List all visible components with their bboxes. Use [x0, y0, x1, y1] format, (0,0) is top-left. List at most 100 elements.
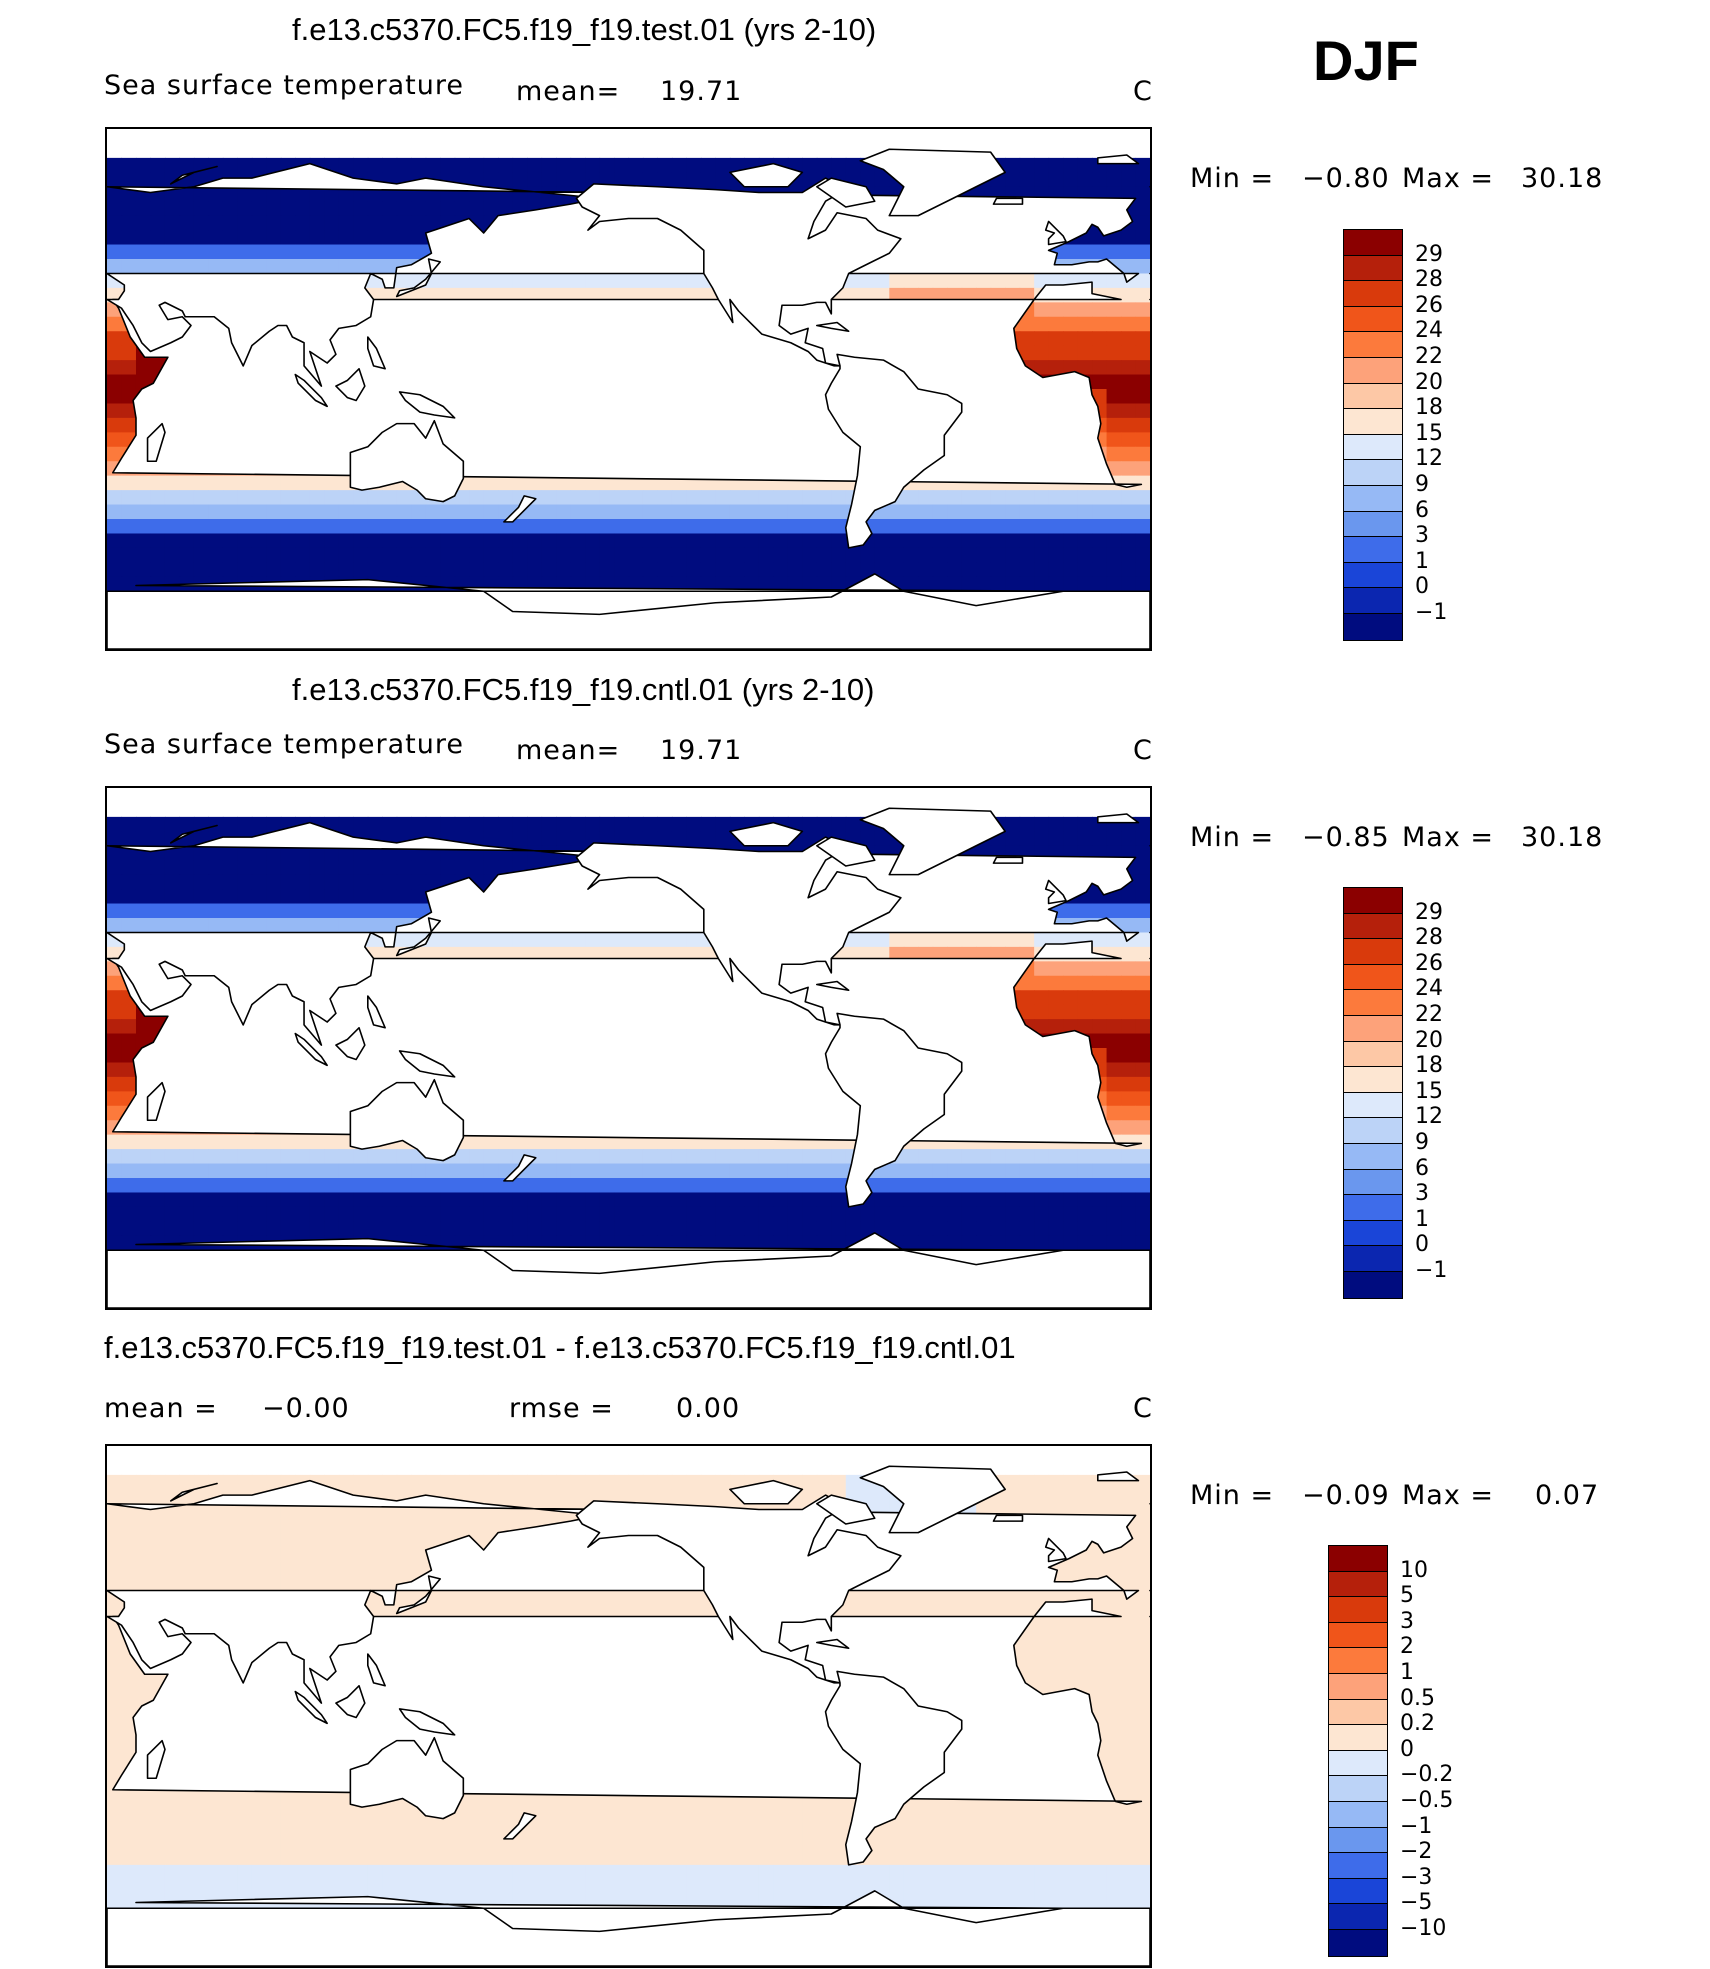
land-newguinea [398, 391, 456, 419]
land-greenland [859, 807, 1006, 876]
colorbar-swatch [1344, 485, 1402, 512]
colorbar-swatch [1344, 562, 1402, 589]
land-eurasia [107, 1479, 1140, 1704]
max-label: Max = [1402, 822, 1495, 853]
map-canvas [107, 148, 1150, 649]
colorbar-tick-label: 12 [1415, 446, 1443, 472]
land-borneo [335, 1026, 366, 1061]
land-uk [1044, 220, 1067, 246]
land-n_america [575, 177, 902, 367]
land-uk [1044, 1537, 1067, 1563]
colorbar-swatch [1329, 1699, 1387, 1726]
land-sumatra [294, 1690, 328, 1725]
land-madagascar [146, 1081, 166, 1122]
colorbar-swatch [1329, 1776, 1387, 1802]
min-label: Min = [1190, 1480, 1275, 1511]
land-newguinea [398, 1050, 456, 1078]
colorbar-swatches [1328, 1545, 1388, 1957]
colorbar-swatch [1329, 1801, 1387, 1828]
colorbar-swatch [1344, 990, 1402, 1016]
colorbar-swatch [1329, 1904, 1387, 1930]
colorbar-tick-label: 6 [1415, 1155, 1429, 1181]
colorbar-tick-label: 12 [1415, 1104, 1443, 1130]
land-newzealand [503, 1154, 537, 1182]
colorbar-swatch [1344, 460, 1402, 486]
min-value: −0.09 [1302, 1480, 1390, 1511]
land-philippines [367, 1653, 386, 1687]
colorbar-tick-label: 24 [1415, 976, 1443, 1002]
colorbar-swatch [1344, 888, 1402, 914]
land-baffin [815, 177, 876, 208]
mean-value: 19.71 [660, 735, 743, 766]
mean-label: mean = [104, 1393, 218, 1424]
colorbar-swatch [1344, 1118, 1402, 1144]
land-newzealand [503, 495, 537, 523]
land-baffin [815, 836, 876, 867]
land-newzealand [503, 1812, 537, 1840]
land-s_america [824, 1012, 963, 1208]
map-canvas [107, 807, 1150, 1308]
colorbar-swatch [1329, 1622, 1387, 1649]
colorbar-tick-label: 28 [1415, 267, 1443, 293]
land-philippines [367, 336, 386, 370]
land-svalbard [1097, 813, 1140, 824]
land-s_america [824, 1670, 963, 1866]
colorbar-tick-label: 29 [1415, 899, 1443, 925]
land-cuba [815, 321, 850, 333]
land-borneo [335, 1684, 366, 1719]
min-value: −0.85 [1302, 822, 1390, 853]
colorbar-tick-label: −3 [1400, 1864, 1433, 1890]
colorbar-swatch [1344, 964, 1402, 991]
colorbar-swatch [1344, 511, 1402, 538]
colorbar-tick-label: 29 [1415, 241, 1443, 267]
colorbar-tick-label: 26 [1415, 950, 1443, 976]
colorbar-tick-label: −1 [1400, 1813, 1433, 1839]
land-antarctica [107, 573, 1150, 649]
units-label: C [1133, 735, 1153, 766]
colorbar-tick-label: 22 [1415, 344, 1443, 369]
land-japan [395, 258, 442, 298]
difference-map [105, 1444, 1152, 1968]
colorbar-tick-label: 3 [1400, 1608, 1414, 1634]
panel-title: f.e13.c5370.FC5.f19_f19.cntl.01 (yrs 2-1… [292, 672, 875, 707]
land-cuba [815, 980, 850, 992]
max-value: 0.07 [1535, 1480, 1600, 1511]
land-s_america [824, 353, 963, 549]
land-novaya [169, 165, 218, 185]
colorbar-swatch [1344, 1041, 1402, 1068]
colorbar-swatch [1344, 1067, 1402, 1093]
land-australia [349, 1078, 465, 1162]
colorbar-tick-label: 0.2 [1400, 1711, 1435, 1737]
colorbar-swatch [1344, 409, 1402, 435]
colorbar-tick-label: 18 [1415, 1053, 1443, 1079]
colorbar-swatch [1329, 1853, 1387, 1879]
colorbar-swatch [1329, 1929, 1387, 1956]
colorbar-tick-label: 15 [1415, 420, 1443, 446]
land-sumatra [294, 1032, 328, 1067]
land-n_america [575, 1494, 902, 1684]
colorbar-tick-label: 3 [1415, 523, 1429, 549]
land-madagascar [146, 1739, 166, 1780]
colorbar-swatch [1329, 1648, 1387, 1674]
min-label: Min = [1190, 822, 1275, 853]
colorbar-swatch [1329, 1546, 1387, 1572]
colorbar-tick-label: 9 [1415, 472, 1429, 497]
units-label: C [1133, 76, 1153, 107]
colorbar-tick-label: −0.2 [1400, 1762, 1454, 1788]
colorbar-tick-label: 2 [1400, 1634, 1414, 1660]
land-iceland [992, 197, 1024, 205]
land-eurasia [107, 821, 1140, 1046]
season-label: DJF [1313, 29, 1419, 92]
land-newguinea [398, 1708, 456, 1736]
land-novaya [169, 824, 218, 844]
colorbar-tick-label: 0 [1415, 1232, 1429, 1258]
colorbar-swatch [1329, 1750, 1387, 1777]
panel-title: f.e13.c5370.FC5.f19_f19.test.01 (yrs 2-1… [292, 12, 877, 47]
colorbar-tick-label: 22 [1415, 1002, 1443, 1027]
colorbar-swatch [1344, 255, 1402, 282]
panel-title: f.e13.c5370.FC5.f19_f19.test.01 - f.e13.… [104, 1330, 1016, 1365]
colorbar-swatch [1344, 939, 1402, 965]
land-arctic_isl [729, 1479, 804, 1505]
max-label: Max = [1402, 1480, 1495, 1511]
max-label: Max = [1402, 163, 1495, 194]
